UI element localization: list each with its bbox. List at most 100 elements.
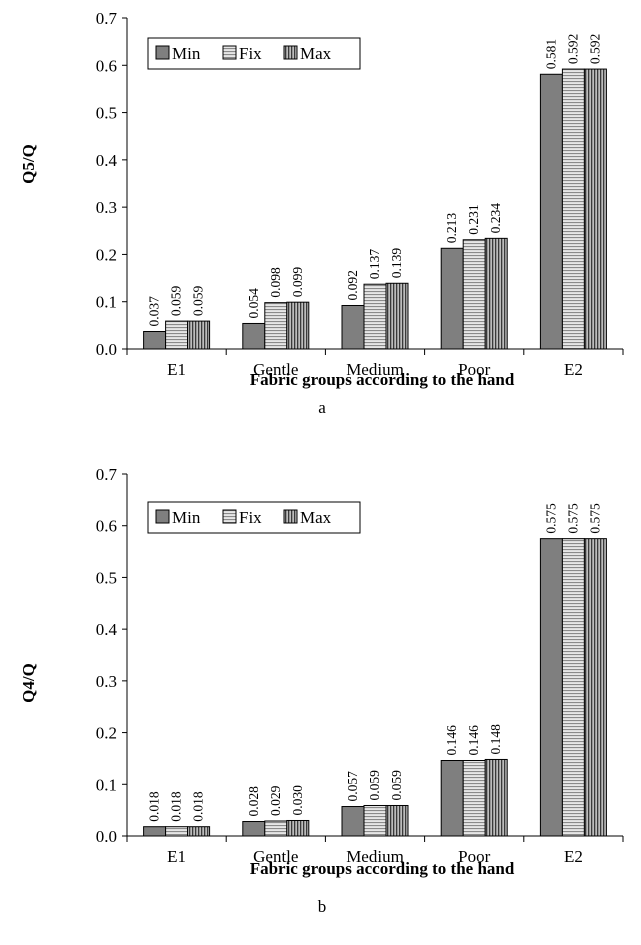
bar-min-gentle xyxy=(242,821,266,837)
data-label: 0.213 xyxy=(444,213,459,244)
bar-max-gentle xyxy=(286,301,310,350)
panel-b-label: b xyxy=(318,897,327,916)
bar-max-e1 xyxy=(187,320,211,350)
y-tick-label: 0.5 xyxy=(96,568,117,587)
y-tick-label: 0.2 xyxy=(96,724,117,743)
data-label: 0.575 xyxy=(587,503,602,534)
data-label: 0.030 xyxy=(290,785,305,816)
bar-min-e1 xyxy=(143,826,167,837)
legend-b-min-swatch xyxy=(155,509,170,524)
panel-b-data-labels: 0.018 0.018 0.018 0.028 0.029 0.030 0.057 0.059… xyxy=(147,503,603,822)
data-label: 0.575 xyxy=(543,503,558,534)
data-label: 0.231 xyxy=(466,204,481,234)
y-tick-label: 0.7 xyxy=(96,9,118,28)
data-label: 0.139 xyxy=(389,248,404,279)
data-label: 0.592 xyxy=(587,34,602,64)
y-tick-label: 0.7 xyxy=(96,465,118,484)
category-label: E2 xyxy=(564,847,583,866)
data-label: 0.098 xyxy=(268,267,283,298)
legend-a-min-swatch xyxy=(155,45,170,60)
panel-a-x-ticks xyxy=(126,349,624,355)
data-label: 0.029 xyxy=(268,785,283,816)
chart-panel-b: Q4/Q 0.00.10.20.30.40.50.60.7 0.018 0.018… xyxy=(19,465,624,916)
legend-a-fix-label: Fix xyxy=(239,44,262,63)
data-label: 0.137 xyxy=(367,249,382,280)
bar-max-gentle xyxy=(286,819,310,837)
data-label: 0.575 xyxy=(565,503,580,534)
panel-b-category-labels: E1 Gentle Medium Poor E2 xyxy=(167,847,583,866)
bar-fix-e1 xyxy=(165,320,189,350)
panel-a-bars xyxy=(143,68,607,350)
bar-fix-e1 xyxy=(165,826,189,837)
data-label: 0.592 xyxy=(565,34,580,64)
bar-max-poor xyxy=(484,758,508,837)
data-label: 0.059 xyxy=(169,285,184,316)
bar-fix-e2 xyxy=(561,68,585,350)
category-label: Medium xyxy=(346,847,404,866)
data-label: 0.028 xyxy=(246,786,261,817)
bar-min-e2 xyxy=(539,73,563,350)
y-tick-label: 0.1 xyxy=(96,775,117,794)
panel-b-y-ticks: 0.0 0.1 0.2 0.3 0.4 0.5 0.6 0.7 xyxy=(96,465,127,846)
y-tick-label: 0.0 xyxy=(96,827,117,846)
y-tick-label: 0.3 xyxy=(96,672,117,691)
category-label: Gentle xyxy=(253,360,298,379)
bar-max-e2 xyxy=(583,538,607,837)
legend-b-fix-swatch xyxy=(222,509,237,524)
data-label: 0.581 xyxy=(543,39,558,69)
panel-a-y-ticks: 0.0 0.1 0.2 0.3 0.4 0.5 0.6 0.7 xyxy=(96,9,127,359)
legend-a-max-label: Max xyxy=(300,44,332,63)
panel-a-label: a xyxy=(318,398,326,417)
data-label: 0.057 xyxy=(345,771,360,802)
y-tick-label: 0.6 xyxy=(96,56,117,75)
bar-max-medium xyxy=(385,804,409,837)
y-tick-label: 0.6 xyxy=(96,517,117,536)
category-label: Medium xyxy=(346,360,404,379)
legend-a-max-swatch xyxy=(283,45,298,60)
data-label: 0.148 xyxy=(488,724,503,755)
bar-fix-medium xyxy=(363,283,387,350)
panel-a-y-axis-title: Q5/Q xyxy=(19,144,38,184)
panel-b-x-axis-title: Fabric groups according to the hand xyxy=(250,859,515,878)
legend-b-fix-label: Fix xyxy=(239,508,262,527)
panel-b-legend: Min Fix Max xyxy=(147,501,361,534)
data-label: 0.018 xyxy=(191,791,206,822)
legend-a-fix-swatch xyxy=(222,45,237,60)
category-label: Poor xyxy=(458,847,490,866)
bar-max-medium xyxy=(385,282,409,350)
bar-min-e2 xyxy=(539,538,563,837)
data-label: 0.092 xyxy=(345,270,360,300)
bar-min-e1 xyxy=(143,331,167,350)
y-tick-label: 0.1 xyxy=(96,293,117,312)
y-tick-label: 0.3 xyxy=(96,198,117,217)
data-label: 0.146 xyxy=(466,725,481,756)
data-label: 0.018 xyxy=(147,791,162,822)
legend-b-max-label: Max xyxy=(300,508,332,527)
data-label: 0.146 xyxy=(444,725,459,756)
data-label: 0.018 xyxy=(169,791,184,822)
data-label: 0.054 xyxy=(246,288,261,319)
y-tick-label: 0.4 xyxy=(96,620,118,639)
legend-a-min-label: Min xyxy=(172,44,201,63)
category-label: Gentle xyxy=(253,847,298,866)
panel-a-data-labels: 0.037 0.059 0.059 0.054 0.098 0.099 0.092 0.137… xyxy=(147,34,603,327)
bar-fix-gentle xyxy=(264,302,288,350)
category-label: E2 xyxy=(564,360,583,379)
data-label: 0.059 xyxy=(367,770,382,801)
data-label: 0.037 xyxy=(147,296,162,327)
panel-b-x-ticks xyxy=(126,836,624,842)
bar-min-poor xyxy=(440,247,464,350)
bar-fix-medium xyxy=(363,804,387,837)
data-label: 0.059 xyxy=(389,770,404,801)
y-tick-label: 0.5 xyxy=(96,104,117,123)
category-label: Poor xyxy=(458,360,490,379)
y-tick-label: 0.2 xyxy=(96,245,117,264)
bar-max-poor xyxy=(484,237,508,350)
panel-a-legend: Min Fix Max xyxy=(147,37,361,70)
bar-fix-gentle xyxy=(264,820,288,837)
bar-min-gentle xyxy=(242,322,266,350)
legend-b-max-swatch xyxy=(283,509,298,524)
legend-b-min-label: Min xyxy=(172,508,201,527)
data-label: 0.059 xyxy=(191,285,206,316)
